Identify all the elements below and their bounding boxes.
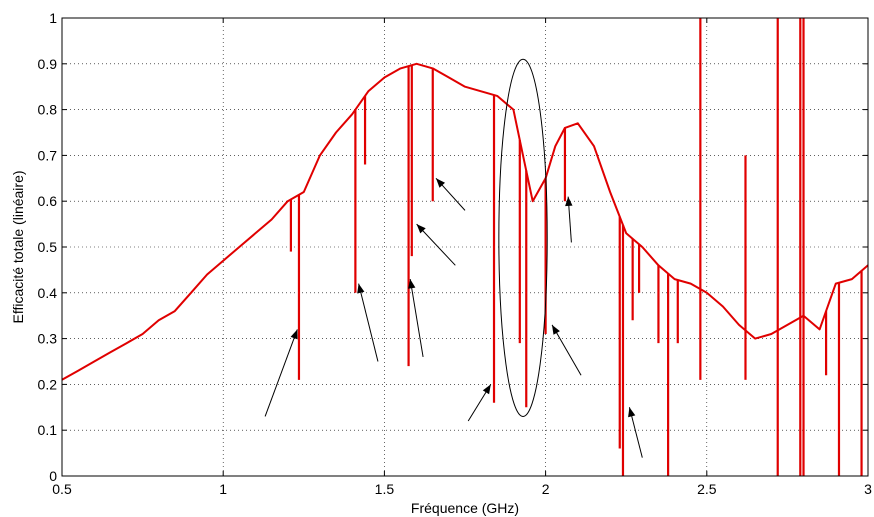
y-tick-label: 0.7 — [38, 147, 58, 163]
arrow-head — [436, 178, 445, 188]
highlight-ellipse — [498, 58, 548, 417]
annotation-layer — [264, 58, 643, 458]
arrow-head — [290, 329, 298, 340]
arrow-head — [408, 279, 416, 289]
x-tick-label: 1 — [219, 481, 227, 497]
arrow-head — [357, 283, 365, 294]
x-tick-label: 3 — [864, 481, 872, 497]
annotation-arrow — [264, 329, 298, 417]
y-tick-label: 0.5 — [38, 239, 58, 255]
y-tick-label: 0.2 — [38, 376, 58, 392]
x-tick-labels: 0.5 1 1.5 2 2.5 3 — [52, 481, 872, 497]
plot-frame — [61, 17, 869, 477]
y-axis-label: Efficacité totale (linéaire) — [10, 170, 26, 323]
y-tick-label: 0 — [49, 468, 57, 484]
x-tick-label: 2 — [542, 481, 550, 497]
y-tick-label: 0.8 — [38, 102, 58, 118]
y-tick-labels: 0 0.1 0.2 0.3 0.4 0.5 0.6 0.7 0.8 0.9 1 — [38, 10, 58, 484]
arrow-head — [482, 384, 491, 395]
annotation-arrow — [416, 223, 456, 266]
annotation-arrow — [358, 283, 379, 362]
x-axis-label: Fréquence (GHz) — [411, 500, 519, 516]
x-tick-label: 0.5 — [52, 481, 72, 497]
x-tick-label: 2.5 — [697, 481, 717, 497]
y-tick-label: 0.4 — [38, 285, 58, 301]
y-tick-label: 1 — [49, 10, 57, 26]
arrow-head — [552, 324, 560, 335]
annotation-arrow — [551, 324, 582, 376]
efficiency-curve — [61, 62, 869, 381]
y-tick-label: 0.3 — [38, 331, 58, 347]
arrow-head — [628, 407, 636, 418]
x-tick-label: 1.5 — [375, 481, 395, 497]
y-tick-label: 0.1 — [38, 422, 58, 438]
arrow-head — [416, 224, 426, 234]
y-tick-label: 0.6 — [38, 193, 58, 209]
arrow-head — [565, 196, 573, 207]
annotation-arrow — [409, 278, 424, 358]
data-layer — [61, 18, 869, 476]
y-tick-label: 0.9 — [38, 56, 58, 72]
